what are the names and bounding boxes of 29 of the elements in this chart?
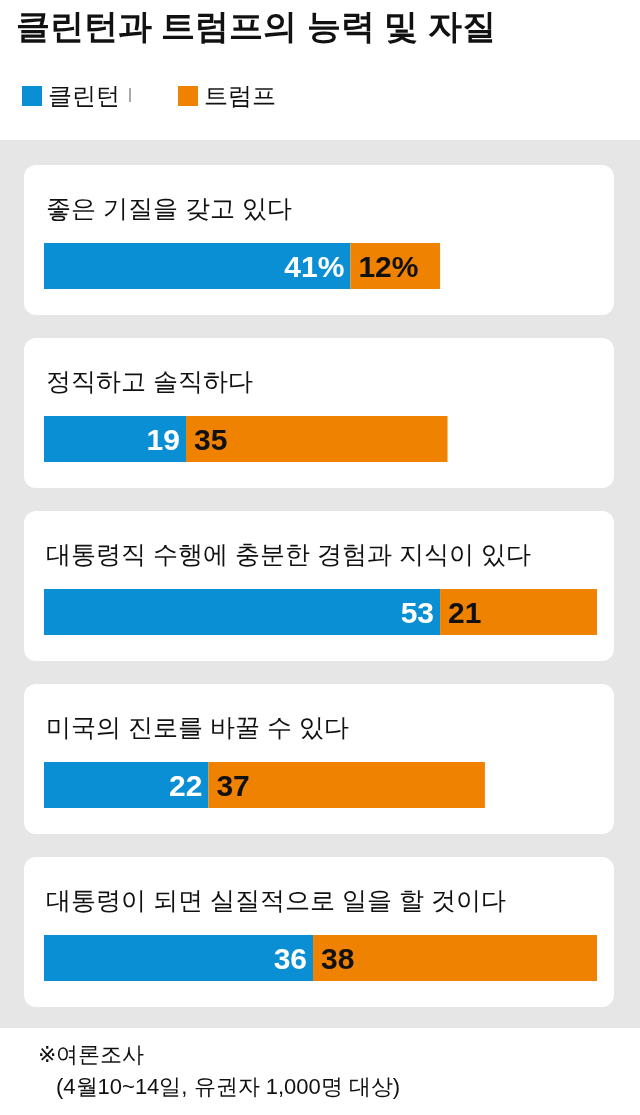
text: ※여론조사 (38, 1042, 145, 1067)
y-tick-label: 대통령직 수행에 충분한 경험과 지식이 있다 (46, 540, 531, 568)
bar (44, 416, 186, 462)
bar (44, 935, 314, 981)
text: (4월10~14일, 유권자 1,000명 대상) (56, 1074, 401, 1099)
data-label: 21 (448, 596, 482, 629)
bar (44, 243, 351, 289)
bar (185, 416, 448, 462)
bar (313, 935, 597, 981)
data-label: 53 (400, 596, 435, 629)
y-tick-label: 정직하고 솔직하다 (46, 367, 253, 395)
data-label: 35 (193, 423, 228, 456)
data-label: 41% (284, 250, 345, 283)
legend-label: 클린턴 (48, 82, 120, 109)
data-label: 38 (321, 942, 355, 975)
bar (208, 762, 485, 808)
chart-title: 클린턴과 트럼프의 능력 및 자질 (16, 7, 496, 45)
data-label: 19 (146, 423, 180, 456)
data-label: 22 (169, 769, 203, 802)
data-label: 36 (273, 942, 308, 975)
y-tick-label: 미국의 진로를 바꿀 수 있다 (46, 713, 349, 741)
y-tick-label: 대통령이 되면 실질적으로 일을 할 것이다 (46, 886, 506, 914)
bar (440, 589, 597, 635)
legend-label: 트럼프 (204, 82, 276, 109)
y-tick-label: 좋은 기질을 갖고 있다 (46, 194, 292, 222)
data-label: 12% (358, 250, 419, 283)
bar (44, 589, 441, 635)
data-label: 37 (216, 769, 250, 802)
bar (44, 762, 209, 808)
